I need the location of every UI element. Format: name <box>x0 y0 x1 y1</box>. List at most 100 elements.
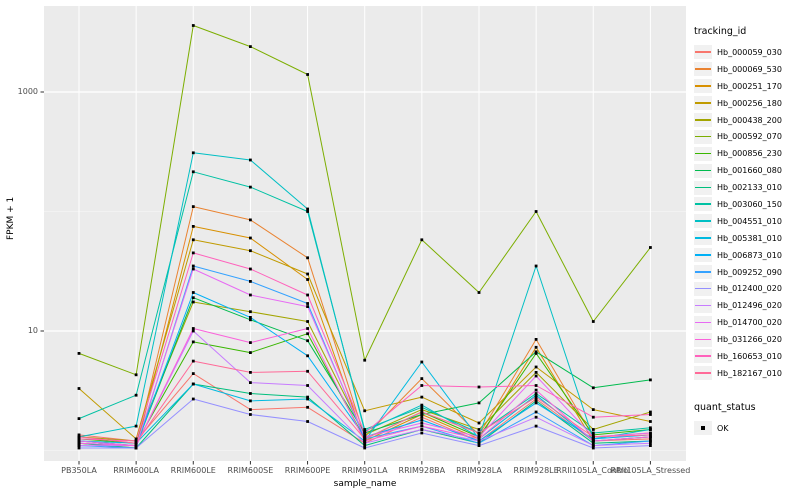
legend-item-label: Hb_031266_020 <box>717 335 782 345</box>
legend-item-label: Hb_006873_010 <box>717 250 782 260</box>
data-point <box>591 386 595 390</box>
data-point <box>534 392 538 395</box>
data-point <box>649 413 652 416</box>
data-point <box>649 433 652 437</box>
data-point <box>191 340 195 344</box>
x-tick-label: RRIM928LA <box>456 466 502 475</box>
data-point <box>191 264 195 268</box>
legend-item-label: Hb_002133_010 <box>717 183 782 193</box>
series-line-icon <box>695 102 711 104</box>
data-point <box>306 369 309 373</box>
data-point <box>249 341 252 344</box>
data-point <box>249 185 252 189</box>
series-line-icon <box>695 338 711 341</box>
data-point <box>649 435 652 439</box>
series-line-icon <box>695 271 711 273</box>
legend-item-label: Hb_000256_180 <box>717 98 782 108</box>
data-point <box>249 413 252 416</box>
data-point <box>134 393 138 397</box>
data-point <box>477 385 481 389</box>
data-point <box>249 392 252 395</box>
data-point <box>534 399 538 403</box>
data-point <box>306 384 309 387</box>
x-axis-title: sample_name <box>333 479 397 489</box>
data-point <box>420 384 424 387</box>
series-line-icon <box>695 186 711 189</box>
data-point <box>477 433 481 437</box>
data-point <box>306 73 309 76</box>
data-point <box>77 433 81 437</box>
data-point <box>191 372 195 375</box>
data-point <box>363 441 367 445</box>
data-point <box>534 371 538 374</box>
data-point <box>649 420 652 423</box>
data-point <box>534 397 538 401</box>
series-color-key <box>694 62 712 77</box>
data-point <box>191 24 195 27</box>
legend-item-Hb_001660_080: Hb_001660_080 <box>694 162 798 179</box>
data-point <box>477 444 481 447</box>
legend-item-label: Hb_004551_010 <box>717 216 782 226</box>
x-tick-label: RRIM600PE <box>284 466 331 475</box>
series-line-icon <box>695 237 711 239</box>
series-color-key <box>694 315 712 330</box>
legend-item-label: Hb_001660_080 <box>717 166 782 176</box>
series-line-icon <box>695 287 711 290</box>
data-point <box>649 426 652 430</box>
data-point <box>363 428 367 431</box>
data-point <box>191 296 195 300</box>
x-tick-label: PB350LA <box>61 466 97 475</box>
data-point <box>77 441 81 445</box>
data-point <box>649 246 652 249</box>
data-point <box>477 291 481 294</box>
data-point <box>306 339 309 343</box>
series-color-key <box>694 332 712 347</box>
data-point <box>534 350 538 354</box>
data-point <box>306 302 309 305</box>
data-point <box>420 415 424 419</box>
data-point <box>591 433 595 437</box>
quant-status-legend: quant_status OK <box>694 402 798 437</box>
data-point <box>363 358 367 362</box>
data-point <box>534 345 538 349</box>
series-color-key <box>694 45 712 60</box>
data-point <box>306 354 309 358</box>
series-color-key <box>694 298 712 313</box>
y-axis-title: FPKM + 1 <box>6 196 16 240</box>
legend-item-label: Hb_014700_020 <box>717 318 782 328</box>
legend-item-label: OK <box>717 423 729 433</box>
legend-item-label: Hb_003060_150 <box>717 199 782 209</box>
data-point <box>363 437 367 441</box>
data-point <box>191 170 195 174</box>
series-color-key <box>694 248 712 263</box>
data-point <box>249 318 252 322</box>
data-point <box>591 437 595 441</box>
data-point <box>306 272 309 276</box>
legend-item-Hb_006873_010: Hb_006873_010 <box>694 247 798 264</box>
legend-item-label: Hb_000438_200 <box>717 115 782 125</box>
data-point <box>306 207 309 211</box>
y-tick-label: 10 <box>27 326 38 335</box>
legend-title-tracking-id: tracking_id <box>694 26 747 37</box>
data-point <box>191 225 195 228</box>
legend-item-label: Hb_000856_230 <box>717 149 782 159</box>
data-point <box>420 431 424 435</box>
square-point-icon <box>701 426 705 431</box>
data-point <box>249 293 252 297</box>
data-point <box>420 377 424 380</box>
data-point <box>534 415 538 419</box>
data-point <box>534 210 538 213</box>
legend-item-Hb_005381_010: Hb_005381_010 <box>694 230 798 247</box>
data-point <box>649 441 652 445</box>
data-point <box>249 371 252 374</box>
series-line-icon <box>695 51 711 53</box>
data-point <box>249 45 252 48</box>
series-color-key <box>694 349 712 364</box>
data-point <box>191 251 195 255</box>
data-point <box>420 424 424 428</box>
legend-item-Hb_012496_020: Hb_012496_020 <box>694 297 798 314</box>
data-point <box>420 413 424 416</box>
series-line-icon <box>695 169 711 172</box>
data-point <box>191 382 195 386</box>
